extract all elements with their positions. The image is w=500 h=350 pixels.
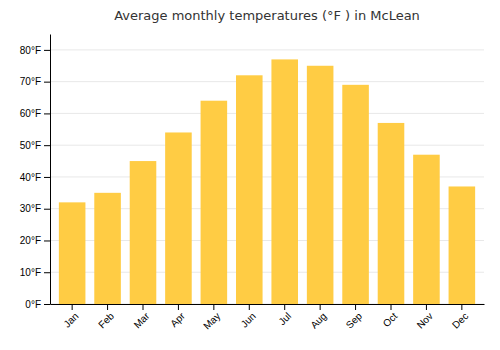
grid-line <box>50 81 484 82</box>
y-tick-label: 0°F <box>25 299 41 310</box>
x-tick-mark <box>143 304 144 310</box>
x-tick: Nov <box>415 304 435 331</box>
x-tick-label: May <box>201 310 222 331</box>
x-tick-label: Aug <box>308 310 328 330</box>
x-tick: Jan <box>61 304 80 330</box>
y-tick-label: 40°F <box>20 172 41 183</box>
y-tick: 40°F <box>20 172 50 183</box>
bar <box>165 132 192 304</box>
x-tick-label: Mar <box>132 310 152 330</box>
y-tick-mark <box>44 113 50 114</box>
x-tick-label: Jul <box>276 310 293 327</box>
x-tick-label: Feb <box>96 310 116 330</box>
x-tick: Apr <box>168 304 187 329</box>
bar <box>449 186 476 304</box>
y-tick: 30°F <box>20 203 50 214</box>
bar <box>201 101 228 304</box>
y-tick: 0°F <box>25 299 50 310</box>
y-tick-mark <box>44 209 50 210</box>
bar <box>59 202 86 304</box>
x-tick-label: Oct <box>381 310 400 329</box>
x-tick-mark <box>107 304 108 310</box>
grid-line <box>50 49 484 50</box>
plot: 0°F 10°F 20°F 30°F 40°F 50°F 60°F 70°F 80°F Jan Fe… <box>20 35 485 332</box>
y-tick-mark <box>44 82 50 83</box>
x-tick-label: Dec <box>450 310 470 330</box>
y-tick-label: 80°F <box>20 45 41 56</box>
y-axis: 0°F 10°F 20°F 30°F 40°F 50°F 60°F 70°F 80°F <box>20 35 51 310</box>
x-tick-mark <box>213 304 214 310</box>
bar <box>413 155 440 304</box>
x-tick-mark <box>426 304 427 310</box>
x-tick-label: Sep <box>344 310 365 331</box>
x-tick: Oct <box>381 304 400 329</box>
x-tick: Mar <box>132 304 152 330</box>
grid-line <box>50 145 484 146</box>
x-tick: Feb <box>96 304 116 330</box>
bar <box>236 75 263 304</box>
x-tick-mark <box>178 304 179 310</box>
x-tick-label: Jan <box>61 310 80 329</box>
x-tick: May <box>201 304 222 332</box>
y-tick: 20°F <box>20 235 50 246</box>
y-tick-label: 50°F <box>20 140 41 151</box>
grid-line <box>50 113 484 114</box>
bar <box>130 161 157 304</box>
y-tick-label: 20°F <box>20 235 41 246</box>
x-axis: Jan Feb Mar Apr May Jun Jul Aug Sep Oct Nov Dec <box>51 304 485 332</box>
bar <box>342 85 369 304</box>
x-tick-mark <box>320 304 321 310</box>
x-tick-mark <box>391 304 392 310</box>
x-tick-label: Nov <box>415 310 435 330</box>
x-tick-label: Jun <box>239 310 258 329</box>
x-tick: Sep <box>344 304 365 331</box>
y-tick: 70°F <box>20 76 50 87</box>
y-axis-line <box>50 35 51 305</box>
y-tick-mark <box>44 304 50 305</box>
bar <box>94 193 121 304</box>
y-tick-label: 60°F <box>20 108 41 119</box>
x-tick-mark <box>461 304 462 310</box>
x-tick: Jun <box>239 304 258 330</box>
chart: 0°F 10°F 20°F 30°F 40°F 50°F 60°F 70°F 80°F Jan Fe… <box>0 0 500 350</box>
y-tick: 80°F <box>20 45 50 56</box>
x-tick-label: Apr <box>168 310 187 329</box>
bar <box>378 123 405 304</box>
x-tick-mark <box>284 304 285 310</box>
y-tick-mark <box>44 145 50 146</box>
y-tick-mark <box>44 272 50 273</box>
bars <box>59 59 475 304</box>
bar <box>307 66 334 304</box>
y-tick: 60°F <box>20 108 50 119</box>
x-tick: Aug <box>308 304 328 331</box>
y-tick-label: 70°F <box>20 76 41 87</box>
grid <box>50 50 484 304</box>
y-tick-label: 10°F <box>20 267 41 278</box>
y-tick-mark <box>44 50 50 51</box>
x-tick: Dec <box>450 304 470 331</box>
title: Average monthly temperatures (°F ) in Mc… <box>114 8 420 23</box>
x-tick-mark <box>249 304 250 310</box>
y-tick-mark <box>44 240 50 241</box>
y-tick: 10°F <box>20 267 50 278</box>
bar <box>271 59 298 304</box>
x-tick: Jul <box>276 304 293 327</box>
y-tick-mark <box>44 177 50 178</box>
x-axis-line <box>51 304 485 305</box>
x-tick-mark <box>72 304 73 310</box>
y-tick-label: 30°F <box>20 203 41 214</box>
x-tick-mark <box>355 304 356 310</box>
y-tick: 50°F <box>20 140 50 151</box>
